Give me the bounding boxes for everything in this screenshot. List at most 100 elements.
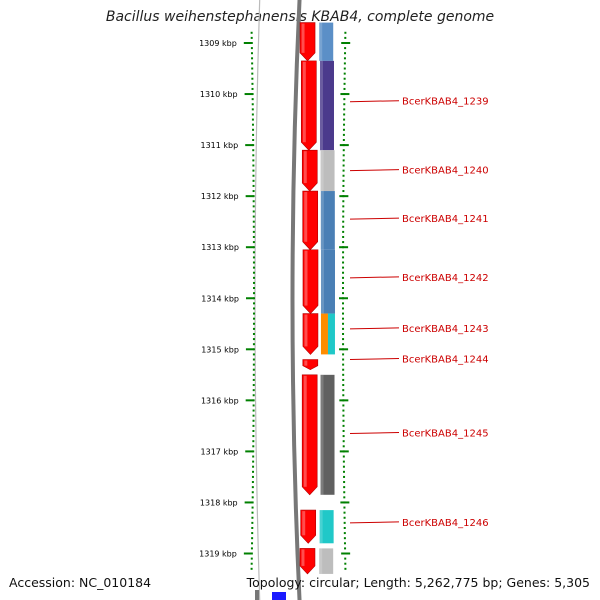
gene-arrow-highlight <box>303 151 307 184</box>
gene-label: BcerKBAB4_1246 <box>402 518 489 529</box>
axis-dot <box>251 521 254 524</box>
cog-bar-shade <box>319 510 323 544</box>
backbone-arc <box>255 590 259 600</box>
axis-dot <box>343 82 346 85</box>
axis-dot <box>251 67 254 70</box>
cog-bar <box>320 374 335 495</box>
axis-dot <box>252 470 255 473</box>
axis-dot <box>342 368 345 371</box>
axis-dot <box>252 394 255 397</box>
axis-dot <box>250 36 253 39</box>
axis-dot <box>342 205 345 208</box>
axis-dot <box>252 225 255 228</box>
axis-dot <box>342 133 345 136</box>
axis-dot <box>343 67 346 70</box>
cog-bar <box>319 60 334 151</box>
label-leader-line <box>349 169 400 172</box>
gene-arrow-highlight <box>304 314 308 347</box>
axis-dot <box>252 378 255 381</box>
axis-ticks: 1309 kbp 1310 kbp 1311 kbp 1312 kbp 1313 kbp… <box>199 31 351 570</box>
cog-bar-shade <box>319 22 323 61</box>
gene-arrow-highlight <box>304 360 308 366</box>
axis-dot <box>250 557 253 560</box>
gene-label: BcerKBAB4_1239 <box>402 97 489 108</box>
tick-label: 1311 kbp <box>200 141 238 150</box>
axis-dot <box>342 445 345 448</box>
cog-bar-shade <box>320 191 324 250</box>
axis-dot <box>342 389 345 392</box>
axis-dot <box>342 343 345 346</box>
axis-dot <box>252 169 255 172</box>
axis-dot <box>252 266 255 269</box>
axis-dot <box>251 475 254 478</box>
axis-dot <box>252 327 255 330</box>
axis-dot <box>342 384 345 387</box>
axis-dot <box>342 251 345 254</box>
axis-dot <box>252 133 255 136</box>
axis-dot <box>342 435 345 438</box>
backbone-layer <box>254 0 302 600</box>
axis-dot <box>342 149 345 152</box>
axis-dot <box>344 36 347 39</box>
axis-dot <box>250 47 253 50</box>
axis-dot <box>342 460 345 463</box>
axis-dot <box>252 215 255 218</box>
axis-dot <box>252 465 255 468</box>
gene-arrow-highlight <box>304 250 308 306</box>
axis-dot <box>252 287 255 290</box>
axis-dot <box>344 31 347 34</box>
axis-dot <box>342 363 345 366</box>
axis-dot <box>342 455 345 458</box>
axis-dot <box>252 338 255 341</box>
axis-dot <box>252 353 255 356</box>
gene-arrow <box>272 592 286 600</box>
axis-dot <box>343 526 346 529</box>
label-leader-line <box>349 521 400 524</box>
axis-dot <box>342 271 345 274</box>
axis-dot <box>342 378 345 381</box>
axis-dot <box>342 440 345 443</box>
axis-dot <box>342 302 345 305</box>
axis-dot <box>343 521 346 524</box>
axis-dot <box>342 184 345 187</box>
axis-dot <box>252 276 255 279</box>
cog-bar-shade <box>319 60 323 151</box>
axis-dot <box>251 511 254 514</box>
axis-dot <box>252 429 255 432</box>
axis-dot <box>342 128 345 131</box>
axis-dot <box>251 526 254 529</box>
axis-dot <box>343 87 346 90</box>
axis-dot <box>342 317 345 320</box>
label-leader-line <box>349 327 400 330</box>
axis-dot <box>252 190 255 193</box>
axis-dot <box>251 113 254 116</box>
axis-dot <box>342 200 345 203</box>
axis-dot <box>252 404 255 407</box>
axis-dot <box>252 368 255 371</box>
axis-dot <box>252 138 255 141</box>
axis-dot <box>252 332 255 335</box>
axis-dot <box>252 302 255 305</box>
gene-label: BcerKBAB4_1240 <box>402 166 489 177</box>
axis-dot <box>343 475 346 478</box>
axis-dot <box>342 281 345 284</box>
axis-dot <box>342 261 345 264</box>
backbone-outer-line <box>254 0 261 600</box>
axis-dot <box>250 31 253 34</box>
axis-dot <box>252 128 255 131</box>
axis-dot <box>342 159 345 162</box>
backbone-arc <box>290 0 302 600</box>
tick-label: 1317 kbp <box>201 447 239 456</box>
axis-dot <box>251 537 254 540</box>
accession-text: Accession: NC_010184 <box>9 575 152 590</box>
axis-dot <box>251 491 254 494</box>
axis-dot <box>251 506 254 509</box>
axis-dot <box>252 256 255 259</box>
axis-dot <box>342 312 345 315</box>
axis-dot <box>251 516 254 519</box>
axis-dot <box>343 491 346 494</box>
axis-dot <box>251 87 254 90</box>
label-leader-line <box>349 358 400 361</box>
label-leader-line <box>349 217 400 220</box>
axis-dot <box>343 532 346 535</box>
